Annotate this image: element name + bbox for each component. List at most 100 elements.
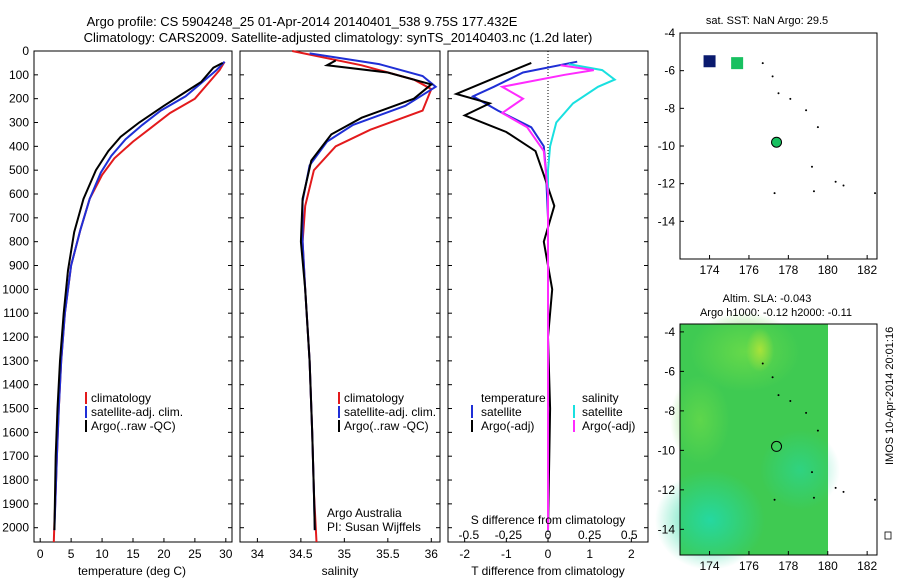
legend-t-argo: Argo(-adj) bbox=[481, 419, 534, 433]
temperature-xlabel: temperature (deg C) bbox=[78, 564, 186, 578]
temperature-plot: 0 5 10 15 20 25 30 bbox=[34, 50, 233, 561]
island-dot bbox=[777, 92, 780, 95]
figure-title-line2: Climatology: CARS2009. Satellite-adjuste… bbox=[84, 30, 593, 45]
y-tick-label: -6 bbox=[664, 64, 675, 78]
legend-s-argo: Argo(-adj) bbox=[582, 419, 635, 433]
x-tick-label: 30 bbox=[219, 547, 233, 561]
y-tick-label: -12 bbox=[658, 177, 676, 191]
depth-tick-label: 900 bbox=[9, 259, 29, 273]
x-tick-label: 182 bbox=[857, 263, 877, 277]
x-tick-label: 20 bbox=[157, 547, 171, 561]
footer-institute: Argo Australia bbox=[327, 506, 402, 520]
difference-plot: -2 -1 0 1 2 -0.5 -0.25 0 0.25 0.5 bbox=[448, 50, 648, 561]
x-tick-label-T: -1 bbox=[501, 547, 512, 561]
series-line bbox=[470, 60, 578, 531]
legend-t-satellite: satellite bbox=[481, 405, 522, 419]
position-map: 174 176 178 180 182 -4 -6 -8 -10 -12 -14 bbox=[658, 26, 878, 277]
y-tick-label: -14 bbox=[658, 522, 676, 536]
island-dot bbox=[805, 109, 808, 112]
island-dot bbox=[812, 190, 815, 193]
depth-tick-label: 1300 bbox=[2, 354, 29, 368]
x-tick-label: 174 bbox=[700, 559, 720, 573]
depth-axis: 0 100 200 300 400 500 600 700 800 900 1000 1100 1200… bbox=[2, 44, 29, 535]
x-tick-label: 5 bbox=[68, 547, 75, 561]
depth-tick-label: 1800 bbox=[2, 473, 29, 487]
series-line bbox=[547, 63, 617, 531]
island-dot bbox=[810, 165, 813, 168]
island-dot bbox=[842, 184, 845, 187]
profile-marker bbox=[703, 55, 716, 68]
salinity-axes bbox=[239, 50, 441, 543]
side-stamp: IMOS 10-Apr-2014 20:01:16 bbox=[884, 327, 896, 465]
depth-tick-label: 300 bbox=[9, 116, 29, 130]
legend-satellite-adj: satellite-adj. clim. bbox=[344, 405, 436, 419]
depth-tick-label: 500 bbox=[9, 163, 29, 177]
temperature-legend: climatology satellite-adj. clim. Argo(..… bbox=[85, 391, 183, 433]
series-line bbox=[453, 61, 556, 531]
x-tick-label-S: 0 bbox=[545, 528, 552, 542]
depth-tick-label: 1400 bbox=[2, 378, 29, 392]
legend-climatology: climatology bbox=[91, 391, 151, 405]
depth-tick-label: 1500 bbox=[2, 402, 29, 416]
argo-position-marker bbox=[771, 440, 783, 452]
series-line bbox=[53, 61, 226, 531]
salinity-legend: climatology satellite-adj. clim. Argo(..… bbox=[338, 391, 436, 433]
x-tick-label: 36 bbox=[425, 547, 439, 561]
x-tick-label-S: -0.25 bbox=[495, 528, 523, 542]
figure-title-line1: Argo profile: CS 5904248_25 01-Apr-2014 … bbox=[87, 14, 518, 29]
depth-tick-label: 1600 bbox=[2, 425, 29, 439]
x-tick-label: 34.5 bbox=[289, 547, 313, 561]
depth-tick-label: 800 bbox=[9, 235, 29, 249]
legend-salinity: salinity bbox=[582, 391, 619, 405]
x-tick-label: 178 bbox=[778, 559, 798, 573]
depth-tick-label: 1100 bbox=[3, 306, 29, 320]
island-dot bbox=[810, 471, 813, 474]
series-line bbox=[301, 52, 438, 531]
x-tick-label: 15 bbox=[126, 547, 140, 561]
x-tick-label: 182 bbox=[857, 559, 877, 573]
x-tick-label-T: 1 bbox=[586, 547, 593, 561]
depth-tick-label: 1700 bbox=[2, 449, 29, 463]
x-tick-label: 180 bbox=[818, 263, 838, 277]
x-tick-label: 35 bbox=[338, 547, 352, 561]
x-tick-label-S: 0.5 bbox=[621, 528, 638, 542]
island-dot bbox=[773, 498, 776, 501]
depth-tick-label: 0 bbox=[22, 44, 29, 58]
map-title: sat. SST: NaN Argo: 29.5 bbox=[706, 15, 828, 27]
x-tick-label: 10 bbox=[95, 547, 109, 561]
island-dot bbox=[874, 192, 877, 195]
legend-temperature: temperature bbox=[481, 391, 546, 405]
island-dot bbox=[805, 411, 808, 414]
y-tick-label: -10 bbox=[658, 443, 676, 457]
depth-tick-label: 200 bbox=[9, 92, 29, 106]
y-tick-label: -8 bbox=[664, 404, 675, 418]
x-tick-label-T: 0 bbox=[545, 547, 552, 561]
island-dot bbox=[842, 490, 845, 493]
island-dot bbox=[773, 192, 776, 195]
island-dot bbox=[834, 180, 837, 183]
island-dot bbox=[761, 62, 764, 65]
x-tick-label-T: 2 bbox=[628, 547, 635, 561]
x-tick-label-S: -0.5 bbox=[458, 528, 479, 542]
sla-heatmap bbox=[655, 312, 840, 570]
depth-tick-label: 1900 bbox=[2, 497, 29, 511]
temperature-axes bbox=[33, 50, 233, 543]
island-dot bbox=[834, 486, 837, 489]
x-tick-label: 174 bbox=[700, 263, 720, 277]
x-tick-label: 180 bbox=[818, 559, 838, 573]
island-dot bbox=[789, 400, 792, 402]
salinity-plot: 34 34.5 35 35.5 36 bbox=[240, 50, 440, 561]
legend-argo-raw: Argo(..raw -QC) bbox=[344, 419, 429, 433]
difference-xlabel-top: S difference from climatology bbox=[471, 513, 626, 527]
y-tick-label: -10 bbox=[658, 139, 676, 153]
x-tick-label: 25 bbox=[188, 547, 202, 561]
x-tick-label: 0 bbox=[37, 547, 44, 561]
x-tick-label-T: -2 bbox=[459, 547, 470, 561]
y-tick-label: -14 bbox=[658, 214, 676, 228]
depth-tick-label: 400 bbox=[9, 139, 29, 153]
x-tick-label: 176 bbox=[739, 559, 759, 573]
depth-tick-label: 600 bbox=[9, 187, 29, 201]
legend-climatology: climatology bbox=[344, 391, 404, 405]
sla-axes bbox=[679, 323, 878, 556]
